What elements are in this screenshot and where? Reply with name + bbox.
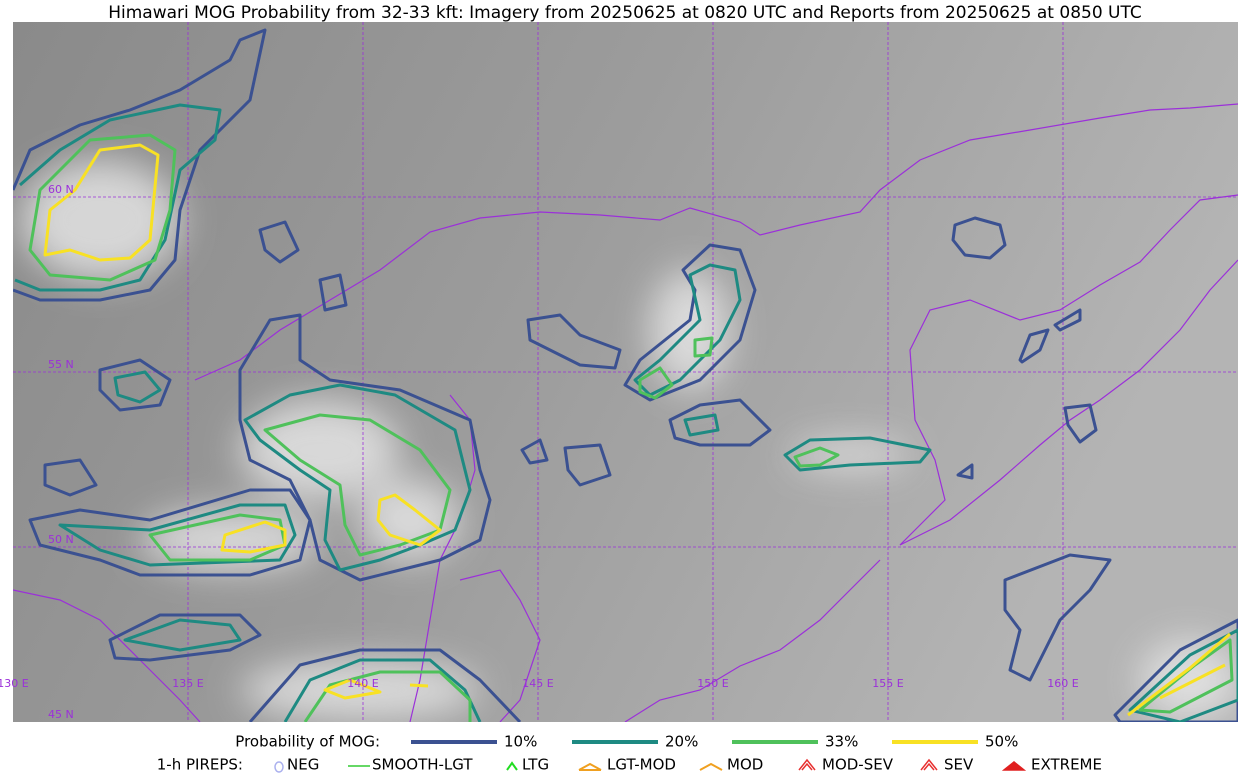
coordinate-labels: 60 N 55 N 50 N 45 N 130 E 135 E 140 E 145 E 150 …	[0, 183, 1079, 721]
lon-label: 155 E	[872, 677, 903, 690]
icon-ltg	[506, 761, 518, 771]
icon-sev	[920, 758, 938, 771]
legend-title: Probability of MOG:	[235, 733, 380, 751]
pirep-label: MOD-SEV	[822, 756, 894, 774]
lat-label: 60 N	[48, 183, 74, 196]
legend-label: 50%	[985, 733, 1018, 751]
title: Himawari MOG Probability from 32-33 kft:…	[108, 3, 1142, 23]
icon-mod	[699, 762, 723, 771]
pirep-label: LGT-MOD	[607, 756, 676, 774]
map	[13, 22, 1238, 722]
pirep-legend: 1-h PIREPS: NEG SMOOTH-LGT LTG LGT-MOD MOD MO…	[157, 756, 1102, 774]
pirep-label: LTG	[522, 756, 549, 774]
pirep-label: NEG	[287, 756, 319, 774]
lat-label: 50 N	[48, 533, 74, 546]
legend: Probability of MOG: 10% 20% 33% 50%	[235, 733, 1018, 751]
grid	[13, 22, 1238, 722]
legend-label: 20%	[665, 733, 698, 751]
pirep-label: SMOOTH-LGT	[372, 756, 473, 774]
pirep-title: 1-h PIREPS:	[157, 756, 243, 774]
lon-label: 130 E	[0, 677, 29, 690]
legend-label: 10%	[504, 733, 537, 751]
lon-label: 150 E	[697, 677, 728, 690]
icon-lgt-mod	[578, 762, 602, 771]
lon-label: 160 E	[1047, 677, 1078, 690]
contours	[13, 28, 1238, 722]
pirep-label: MOD	[727, 756, 763, 774]
icon-neg	[274, 761, 284, 773]
lon-label: 145 E	[522, 677, 553, 690]
legend-label: 33%	[825, 733, 858, 751]
lon-label: 140 E	[347, 677, 378, 690]
lon-label: 135 E	[172, 677, 203, 690]
lat-label: 45 N	[48, 708, 74, 721]
pirep-icons	[274, 758, 1027, 773]
icon-extreme	[1001, 761, 1027, 771]
lat-label: 55 N	[48, 358, 74, 371]
pirep-label: EXTREME	[1031, 756, 1102, 774]
icon-mod-sev	[798, 758, 816, 771]
pirep-label: SEV	[944, 756, 974, 774]
